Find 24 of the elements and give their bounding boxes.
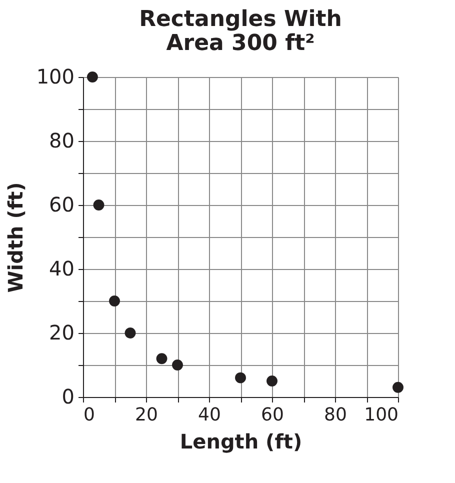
point [172, 360, 183, 370]
point [109, 296, 120, 306]
point [124, 328, 136, 338]
chart-title: Rectangles With Area 300 ft² [139, 7, 342, 56]
y-tick-label: 60 [49, 192, 74, 216]
y-tick-label: 40 [49, 256, 74, 280]
point [392, 382, 404, 393]
x-tick-label: 20 [135, 404, 158, 426]
x-tick-label: 40 [198, 404, 221, 426]
point [93, 200, 104, 210]
y-tick-label: 80 [49, 128, 74, 152]
point [156, 353, 168, 364]
point [266, 376, 278, 386]
x-tick-label: 100 [364, 404, 398, 426]
x-tick-label: 80 [324, 404, 347, 426]
y-tick-label: 20 [49, 320, 74, 344]
point [86, 72, 98, 82]
y-tick-label: 0 [62, 384, 74, 408]
point [235, 372, 246, 384]
y-axis-title: Width (ft) [3, 182, 28, 293]
y-tick-label: 100 [36, 64, 74, 88]
x-tick-label: 0 [84, 404, 95, 426]
x-tick-label: 60 [261, 404, 284, 426]
x-axis-title: Length (ft) [180, 430, 302, 454]
